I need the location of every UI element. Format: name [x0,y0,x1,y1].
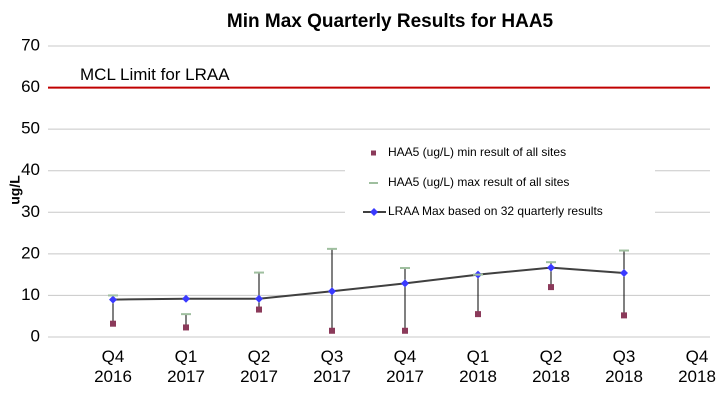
y-tick-label: 0 [31,326,40,345]
x-tick-label: Q4 2016 [94,347,132,386]
lraa-marker [547,263,555,272]
min-marker [329,327,335,334]
lraa-marker [182,294,190,303]
lraa-marker [109,295,117,304]
legend-marker [370,208,378,216]
legend-label: HAA5 (ug/L) min result of all sites [388,145,566,159]
x-tick-label: Q4 2017 [386,347,424,386]
min-marker [475,311,481,318]
legend-label: HAA5 (ug/L) max result of all sites [388,175,569,189]
min-marker [110,320,116,327]
x-tick-label: Q1 2018 [459,347,497,386]
lraa-marker [255,294,263,303]
x-tick-label: Q2 2018 [532,347,570,386]
min-marker [256,306,262,313]
legend-background [345,140,655,226]
legend-marker [371,150,376,156]
min-marker [402,327,408,334]
y-tick-label: 20 [21,243,40,262]
y-tick-label: 30 [21,202,40,221]
min-marker [183,324,189,331]
x-tick-label: Q4 2018 [678,347,716,386]
min-marker [621,312,627,319]
x-tick-label: Q3 2017 [313,347,351,386]
y-tick-label: 10 [21,285,40,304]
lraa-marker [328,287,336,296]
y-tick-label: 50 [21,119,40,138]
x-tick-label: Q2 2017 [240,347,278,386]
reference-label: MCL Limit for LRAA [80,65,230,84]
lraa-marker [401,279,409,288]
x-tick-label: Q1 2017 [167,347,205,386]
y-tick-label: 70 [21,35,40,54]
lraa-line [112,266,625,301]
y-tick-label: 40 [21,160,40,179]
legend-label: LRAA Max based on 32 quarterly results [388,204,603,218]
chart-title: Min Max Quarterly Results for HAA5 [227,11,554,32]
y-axis-label: ug/L [7,175,23,205]
lraa-marker [620,268,628,277]
x-tick-label: Q3 2018 [605,347,643,386]
y-tick-label: 60 [21,77,40,96]
min-marker [548,284,554,291]
